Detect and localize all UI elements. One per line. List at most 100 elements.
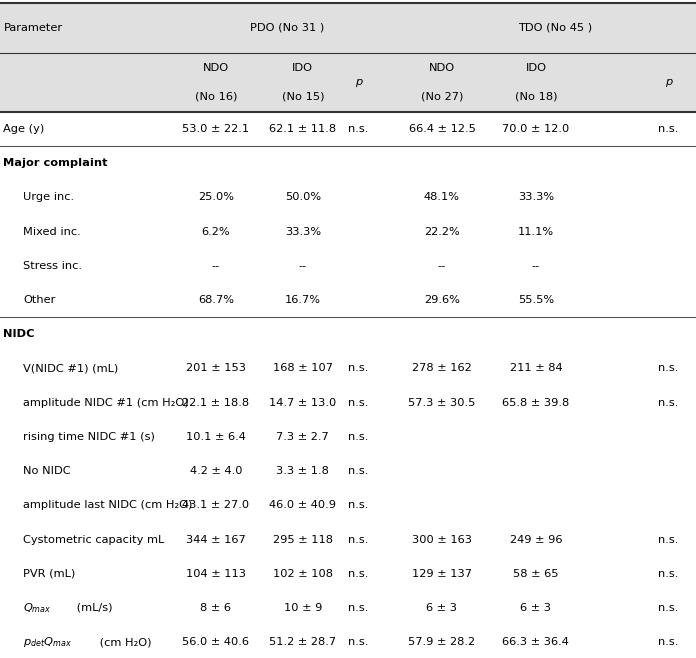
Text: NDO: NDO (203, 63, 229, 73)
Text: Major complaint: Major complaint (3, 158, 108, 168)
Text: n.s.: n.s. (348, 603, 369, 613)
Text: n.s.: n.s. (658, 124, 679, 134)
Text: 14.7 ± 13.0: 14.7 ± 13.0 (269, 397, 336, 408)
Text: 201 ± 153: 201 ± 153 (186, 363, 246, 374)
Bar (0, 557, 696, 591)
Bar (0, 386, 696, 420)
Text: (cm H₂O): (cm H₂O) (96, 637, 152, 647)
Text: PVR (mL): PVR (mL) (23, 569, 75, 579)
Text: 16.7%: 16.7% (285, 295, 321, 305)
Text: n.s.: n.s. (658, 534, 679, 545)
Text: 344 ± 167: 344 ± 167 (186, 534, 246, 545)
Bar (0, 283, 696, 317)
Bar (0, 249, 696, 283)
Text: --: -- (299, 261, 307, 271)
Text: 295 ± 118: 295 ± 118 (273, 534, 333, 545)
Bar (0, 112, 696, 146)
Text: (No 16): (No 16) (195, 91, 237, 102)
Text: 10.1 ± 6.4: 10.1 ± 6.4 (186, 432, 246, 442)
Text: n.s.: n.s. (658, 603, 679, 613)
Text: IDO: IDO (292, 63, 313, 73)
Text: p: p (355, 77, 362, 88)
Bar (0, 420, 696, 454)
Text: Cystometric capacity mL: Cystometric capacity mL (23, 534, 164, 545)
Text: (mL/s): (mL/s) (73, 603, 113, 613)
Text: n.s.: n.s. (658, 397, 679, 408)
Text: n.s.: n.s. (658, 637, 679, 647)
Bar (0, 488, 696, 522)
Text: 11.1%: 11.1% (518, 226, 554, 237)
Text: 46.0 ± 40.9: 46.0 ± 40.9 (269, 500, 336, 511)
Text: n.s.: n.s. (348, 569, 369, 579)
Text: 3.3 ± 1.8: 3.3 ± 1.8 (276, 466, 329, 476)
Bar (0, 591, 696, 625)
Text: 4.2 ± 4.0: 4.2 ± 4.0 (189, 466, 242, 476)
Text: 168 ± 107: 168 ± 107 (273, 363, 333, 374)
Text: No NIDC: No NIDC (23, 466, 70, 476)
Text: p: p (665, 77, 672, 88)
Text: 6.2%: 6.2% (201, 226, 230, 237)
Text: 48.1%: 48.1% (424, 192, 460, 203)
Text: amplitude NIDC #1 (cm H₂O): amplitude NIDC #1 (cm H₂O) (23, 397, 189, 408)
Text: (No 18): (No 18) (514, 91, 557, 102)
Text: 55.5%: 55.5% (518, 295, 554, 305)
Bar (0, 625, 696, 658)
Text: 51.2 ± 28.7: 51.2 ± 28.7 (269, 637, 336, 647)
Text: 249 ± 96: 249 ± 96 (509, 534, 562, 545)
Text: 22.2%: 22.2% (424, 226, 460, 237)
Text: n.s.: n.s. (348, 432, 369, 442)
Text: 50.0%: 50.0% (285, 192, 321, 203)
Text: 66.4 ± 12.5: 66.4 ± 12.5 (409, 124, 475, 134)
Text: 66.3 ± 36.4: 66.3 ± 36.4 (503, 637, 569, 647)
Text: n.s.: n.s. (658, 363, 679, 374)
Text: 43.1 ± 27.0: 43.1 ± 27.0 (182, 500, 249, 511)
Text: n.s.: n.s. (348, 637, 369, 647)
Text: n.s.: n.s. (348, 466, 369, 476)
Text: 300 ± 163: 300 ± 163 (412, 534, 472, 545)
Text: 8 ± 6: 8 ± 6 (200, 603, 231, 613)
Text: 102 ± 108: 102 ± 108 (273, 569, 333, 579)
Text: 278 ± 162: 278 ± 162 (412, 363, 472, 374)
Text: 129 ± 137: 129 ± 137 (412, 569, 472, 579)
Text: 22.1 ± 18.8: 22.1 ± 18.8 (182, 397, 249, 408)
Bar (0, 3, 696, 53)
Text: 70.0 ± 12.0: 70.0 ± 12.0 (503, 124, 569, 134)
Text: n.s.: n.s. (348, 363, 369, 374)
Text: $Q_{max}$: $Q_{max}$ (23, 601, 52, 615)
Bar (0, 215, 696, 249)
Text: 56.0 ± 40.6: 56.0 ± 40.6 (182, 637, 249, 647)
Text: V(NIDC #1) (mL): V(NIDC #1) (mL) (23, 363, 118, 374)
Text: 68.7%: 68.7% (198, 295, 234, 305)
Text: (No 15): (No 15) (281, 91, 324, 102)
Text: Other: Other (23, 295, 56, 305)
Text: 10 ± 9: 10 ± 9 (283, 603, 322, 613)
Bar (0, 53, 696, 112)
Text: 33.3%: 33.3% (518, 192, 554, 203)
Text: amplitude last NIDC (cm H₂O): amplitude last NIDC (cm H₂O) (23, 500, 192, 511)
Bar (0, 522, 696, 557)
Text: --: -- (532, 261, 540, 271)
Text: 6 ± 3: 6 ± 3 (427, 603, 457, 613)
Text: NDO: NDO (429, 63, 455, 73)
Text: Urge inc.: Urge inc. (23, 192, 74, 203)
Text: n.s.: n.s. (348, 500, 369, 511)
Text: 33.3%: 33.3% (285, 226, 321, 237)
Text: n.s.: n.s. (348, 534, 369, 545)
Text: n.s.: n.s. (348, 397, 369, 408)
Text: 57.9 ± 28.2: 57.9 ± 28.2 (409, 637, 475, 647)
Text: Parameter: Parameter (3, 23, 63, 33)
Text: 7.3 ± 2.7: 7.3 ± 2.7 (276, 432, 329, 442)
Text: (No 27): (No 27) (421, 91, 463, 102)
Text: PDO (No 31 ): PDO (No 31 ) (250, 23, 324, 33)
Text: 104 ± 113: 104 ± 113 (186, 569, 246, 579)
Text: --: -- (438, 261, 446, 271)
Text: NIDC: NIDC (3, 329, 35, 340)
Text: 53.0 ± 22.1: 53.0 ± 22.1 (182, 124, 249, 134)
Text: 25.0%: 25.0% (198, 192, 234, 203)
Text: 29.6%: 29.6% (424, 295, 460, 305)
Text: IDO: IDO (525, 63, 546, 73)
Text: Stress inc.: Stress inc. (23, 261, 82, 271)
Bar (0, 317, 696, 351)
Text: Mixed inc.: Mixed inc. (23, 226, 81, 237)
Text: --: -- (212, 261, 220, 271)
